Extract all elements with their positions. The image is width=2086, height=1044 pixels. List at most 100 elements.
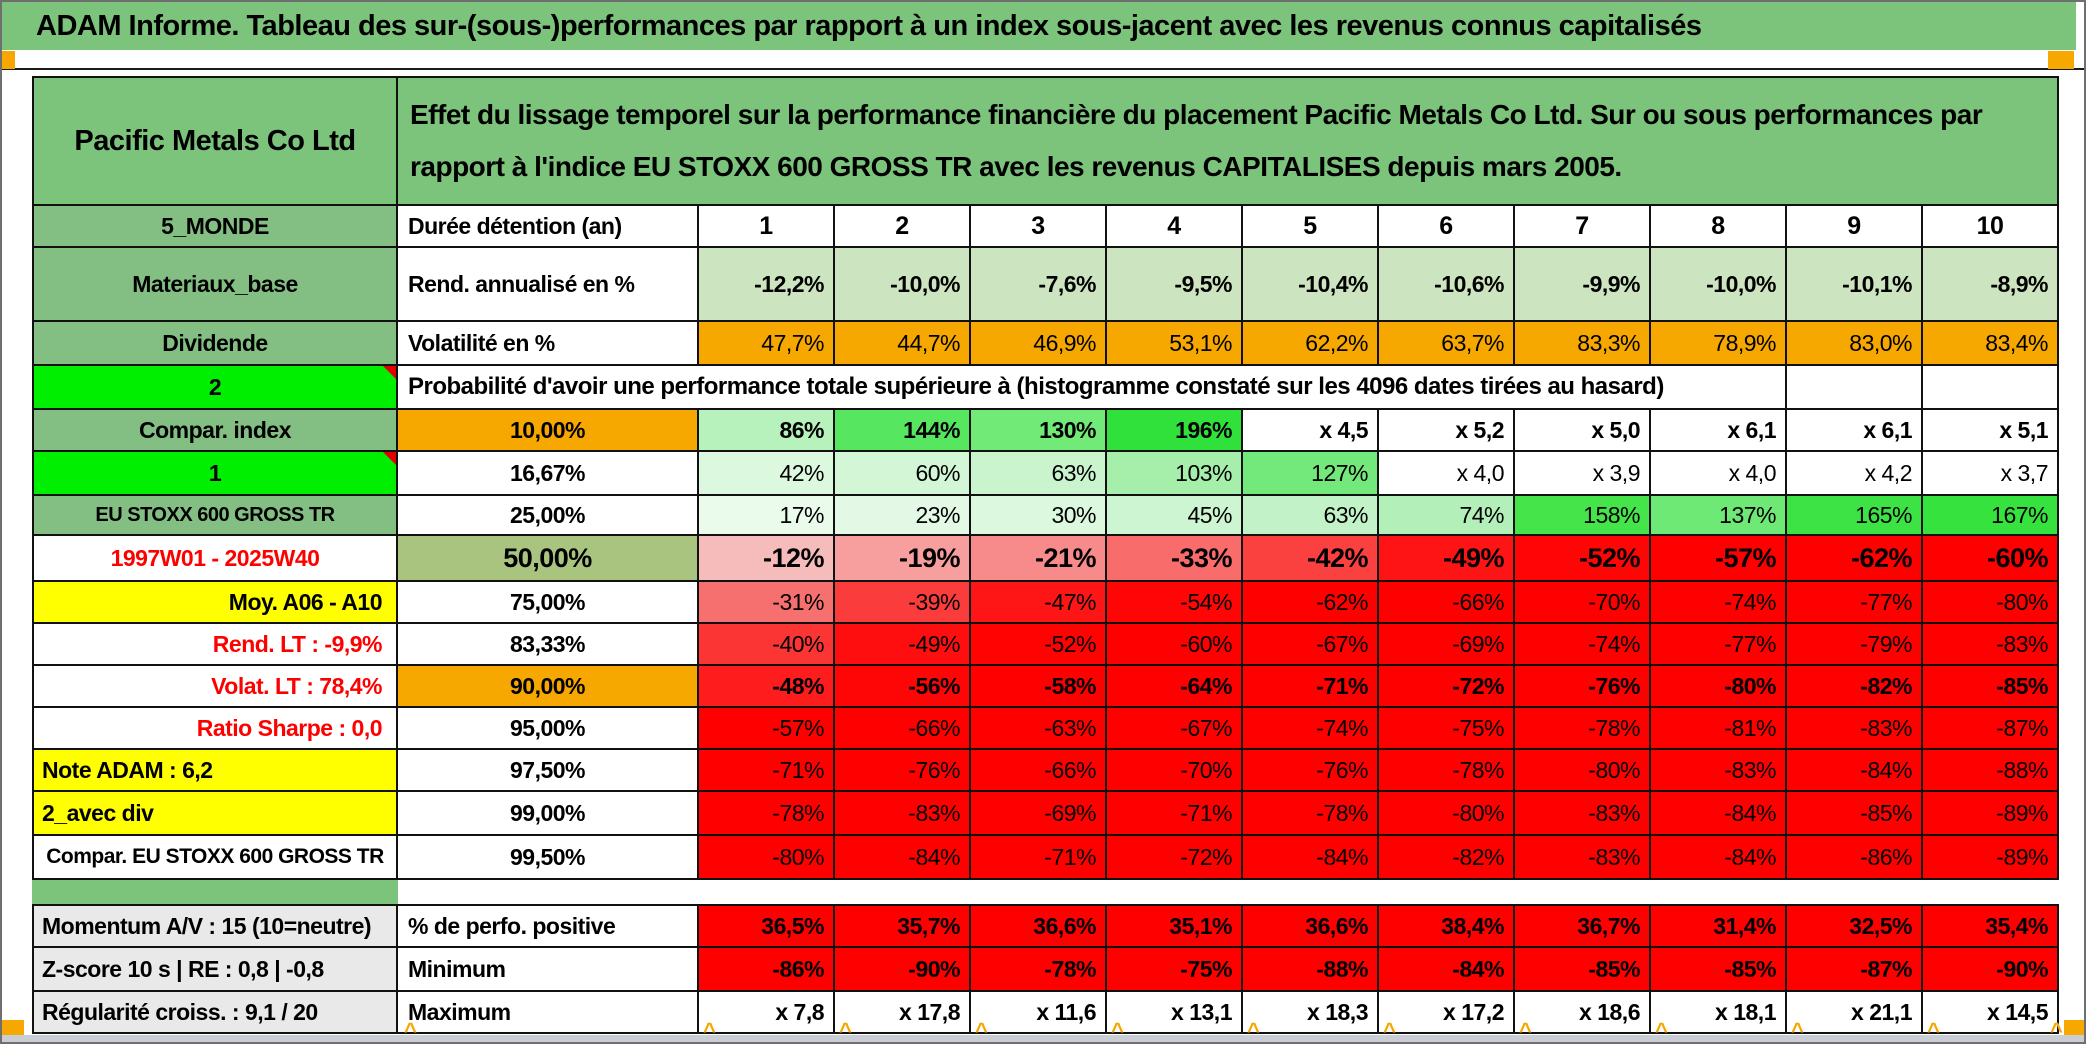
data-cell[interactable]: x 13,1 — [1107, 992, 1243, 1034]
data-cell[interactable]: 46,9% — [971, 322, 1107, 366]
row-label-cell[interactable]: Note ADAM : 6,2 — [32, 750, 398, 792]
data-cell[interactable]: -10,4% — [1243, 248, 1379, 322]
data-cell[interactable]: -12% — [699, 536, 835, 582]
data-cell[interactable]: -60% — [1923, 536, 2059, 582]
data-cell[interactable]: -82% — [1379, 836, 1515, 880]
metric-label-cell[interactable]: 25,00% — [398, 496, 699, 536]
data-cell[interactable]: -88% — [1923, 750, 2059, 792]
data-cell[interactable]: 1 — [699, 206, 835, 248]
data-cell[interactable]: -21% — [971, 536, 1107, 582]
data-cell[interactable]: -9,5% — [1107, 248, 1243, 322]
data-cell[interactable]: -42% — [1243, 536, 1379, 582]
data-cell[interactable]: -40% — [699, 624, 835, 666]
row-label-cell[interactable]: 5_MONDE — [32, 206, 398, 248]
data-cell[interactable]: -57% — [699, 708, 835, 750]
data-cell[interactable]: -83% — [1515, 792, 1651, 836]
data-cell[interactable]: -80% — [699, 836, 835, 880]
data-cell[interactable]: -78% — [1379, 750, 1515, 792]
data-cell[interactable]: -8,9% — [1923, 248, 2059, 322]
metric-label-cell[interactable]: Rend. annualisé en % — [398, 248, 699, 322]
data-cell[interactable]: 36,7% — [1515, 906, 1651, 948]
metric-label-cell[interactable]: 99,00% — [398, 792, 699, 836]
data-cell[interactable]: -69% — [1379, 624, 1515, 666]
metric-label-cell[interactable]: 83,33% — [398, 624, 699, 666]
data-cell[interactable]: 167% — [1923, 496, 2059, 536]
data-cell[interactable]: -76% — [1243, 750, 1379, 792]
data-cell[interactable]: -47% — [971, 582, 1107, 624]
data-cell[interactable]: x 4,5 — [1243, 410, 1379, 452]
data-cell[interactable]: -72% — [1107, 836, 1243, 880]
data-cell[interactable]: -85% — [1787, 792, 1923, 836]
data-cell[interactable]: -62% — [1243, 582, 1379, 624]
data-cell[interactable]: 7 — [1515, 206, 1651, 248]
data-cell[interactable]: -80% — [1379, 792, 1515, 836]
row-label-cell[interactable]: 1997W01 - 2025W40 — [32, 536, 398, 582]
data-cell[interactable]: -71% — [1107, 792, 1243, 836]
metric-label-cell[interactable]: 75,00% — [398, 582, 699, 624]
data-cell[interactable]: -87% — [1923, 708, 2059, 750]
data-cell[interactable]: -71% — [1243, 666, 1379, 708]
row-label-cell[interactable]: Compar. EU STOXX 600 GROSS TR — [32, 836, 398, 880]
data-cell[interactable]: 30% — [971, 496, 1107, 536]
data-cell[interactable]: x 3,7 — [1923, 452, 2059, 496]
data-cell[interactable]: -87% — [1787, 948, 1923, 992]
data-cell[interactable]: x 6,1 — [1787, 410, 1923, 452]
metric-label-cell[interactable]: % de perfo. positive — [398, 906, 699, 948]
data-cell[interactable]: 53,1% — [1107, 322, 1243, 366]
data-cell[interactable]: 4 — [1107, 206, 1243, 248]
data-cell[interactable]: 62,2% — [1243, 322, 1379, 366]
data-cell[interactable]: -31% — [699, 582, 835, 624]
data-cell[interactable]: -49% — [1379, 536, 1515, 582]
data-cell[interactable]: -74% — [1243, 708, 1379, 750]
data-cell[interactable]: x 11,6 — [971, 992, 1107, 1034]
data-cell[interactable]: -58% — [971, 666, 1107, 708]
data-cell[interactable]: -74% — [1651, 582, 1787, 624]
data-cell[interactable]: -79% — [1787, 624, 1923, 666]
data-cell[interactable]: -70% — [1107, 750, 1243, 792]
metric-label-cell[interactable]: 97,50% — [398, 750, 699, 792]
data-cell[interactable]: -83% — [1923, 624, 2059, 666]
data-cell[interactable]: 36,6% — [1243, 906, 1379, 948]
probability-caption-cell[interactable]: Probabilité d'avoir une performance tota… — [398, 366, 1787, 410]
data-cell[interactable]: x 5,1 — [1923, 410, 2059, 452]
data-cell[interactable]: -72% — [1379, 666, 1515, 708]
data-cell[interactable]: -71% — [699, 750, 835, 792]
data-cell[interactable]: 44,7% — [835, 322, 971, 366]
data-cell[interactable]: x 3,9 — [1515, 452, 1651, 496]
row-label-cell-with-comment-marker[interactable]: 1 — [32, 452, 398, 496]
data-cell[interactable]: -83% — [1651, 750, 1787, 792]
data-cell[interactable]: -33% — [1107, 536, 1243, 582]
data-cell[interactable]: -78% — [971, 948, 1107, 992]
data-cell[interactable]: -86% — [699, 948, 835, 992]
empty-cell[interactable] — [1787, 366, 1923, 410]
data-cell[interactable]: -9,9% — [1515, 248, 1651, 322]
row-label-cell[interactable]: Materiaux_base — [32, 248, 398, 322]
data-cell[interactable]: x 21,1 — [1787, 992, 1923, 1034]
data-cell[interactable]: -84% — [1243, 836, 1379, 880]
data-cell[interactable]: x 5,0 — [1515, 410, 1651, 452]
data-cell[interactable]: 74% — [1379, 496, 1515, 536]
metric-label-cell[interactable]: 50,00% — [398, 536, 699, 582]
data-cell[interactable]: -62% — [1787, 536, 1923, 582]
data-cell[interactable]: 196% — [1107, 410, 1243, 452]
data-cell[interactable]: -81% — [1651, 708, 1787, 750]
metric-label-cell[interactable]: Minimum — [398, 948, 699, 992]
data-cell[interactable]: 2 — [835, 206, 971, 248]
metric-label-cell[interactable]: 16,67% — [398, 452, 699, 496]
data-cell[interactable]: -80% — [1923, 582, 2059, 624]
data-cell[interactable]: -77% — [1787, 582, 1923, 624]
metric-label-cell[interactable]: 10,00% — [398, 410, 699, 452]
data-cell[interactable]: 32,5% — [1787, 906, 1923, 948]
data-cell[interactable]: 63% — [971, 452, 1107, 496]
data-cell[interactable]: -76% — [1515, 666, 1651, 708]
data-cell[interactable]: -12,2% — [699, 248, 835, 322]
data-cell[interactable]: -88% — [1243, 948, 1379, 992]
data-cell[interactable]: -52% — [1515, 536, 1651, 582]
data-cell[interactable]: 17% — [699, 496, 835, 536]
data-cell[interactable]: -52% — [971, 624, 1107, 666]
report-title-bar[interactable]: ADAM Informe. Tableau des sur-(sous-)per… — [2, 2, 2076, 50]
data-cell[interactable]: 63% — [1243, 496, 1379, 536]
data-cell[interactable]: 36,5% — [699, 906, 835, 948]
data-cell[interactable]: x 4,2 — [1787, 452, 1923, 496]
data-cell[interactable]: -85% — [1515, 948, 1651, 992]
